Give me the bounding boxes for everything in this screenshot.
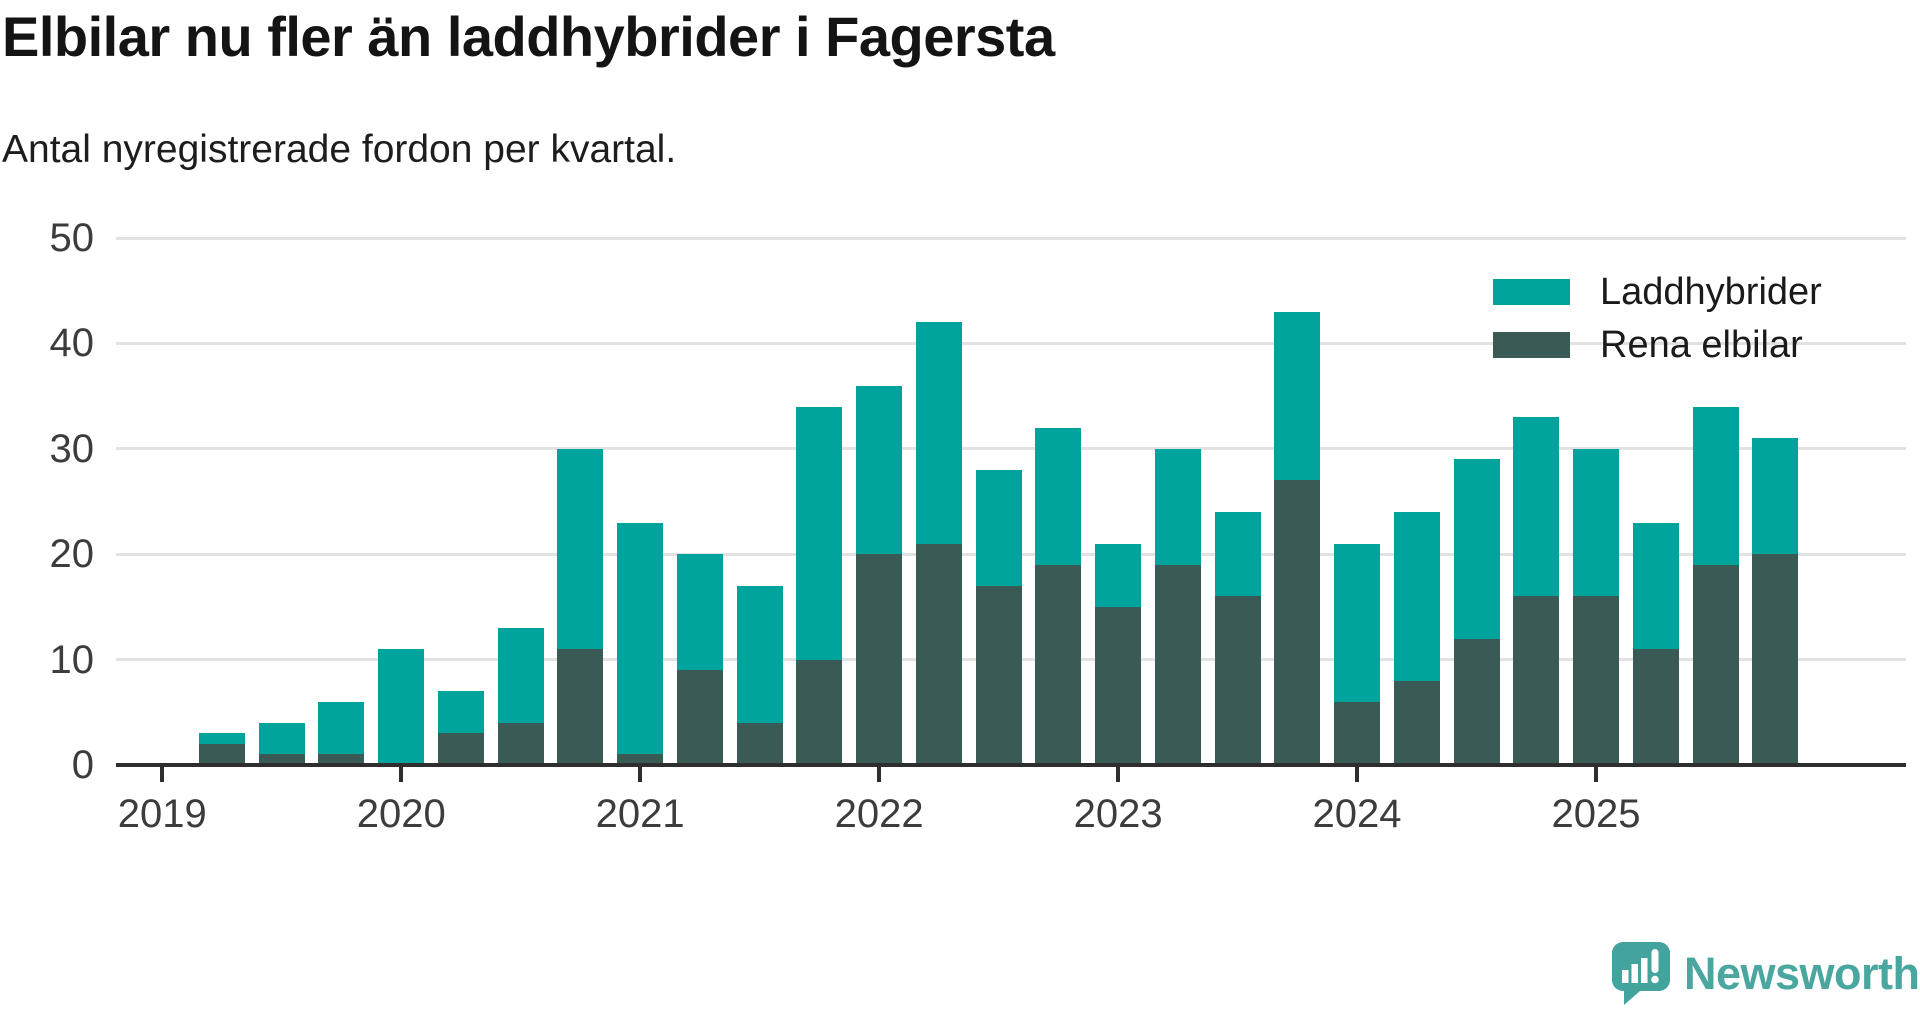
x-axis-year-label-2019: 2019	[62, 792, 262, 836]
y-gridline-30	[116, 447, 1906, 450]
bar-segment-laddhybrider	[438, 691, 484, 733]
newsworthy-logo: Newsworthy	[1612, 942, 1920, 1005]
bar-segment-rena-elbilar	[1095, 607, 1141, 765]
x-axis-line	[116, 763, 1906, 767]
x-axis-tick-2021	[638, 767, 642, 782]
page-subtitle: Antal nyregistrerade fordon per kvartal.	[2, 128, 676, 172]
bar-segment-rena-elbilar	[1693, 565, 1739, 765]
y-axis-label-20: 20	[0, 530, 94, 578]
y-axis-label-30: 30	[0, 425, 94, 473]
chart-canvas: Elbilar nu fler än laddhybrider i Fagers…	[0, 0, 1920, 1010]
bar-segment-rena-elbilar	[1334, 702, 1380, 765]
bar-segment-rena-elbilar	[737, 723, 783, 765]
legend-item-rena-elbilar: Rena elbilar	[1493, 332, 1822, 358]
bar-segment-laddhybrider	[617, 523, 663, 755]
x-axis-year-label-2025: 2025	[1496, 792, 1696, 836]
bar-segment-rena-elbilar	[1274, 480, 1320, 765]
bar-segment-rena-elbilar	[677, 670, 723, 765]
bar-segment-laddhybrider	[259, 723, 305, 755]
page-title: Elbilar nu fler än laddhybrider i Fagers…	[2, 4, 1055, 69]
bar-segment-laddhybrider	[1215, 512, 1261, 596]
bar-segment-laddhybrider	[976, 470, 1022, 586]
bar-segment-laddhybrider	[1513, 417, 1559, 596]
bar-segment-laddhybrider	[557, 449, 603, 649]
bar-segment-rena-elbilar	[1513, 596, 1559, 765]
bar-segment-rena-elbilar	[1215, 596, 1261, 765]
bar-segment-rena-elbilar	[1035, 565, 1081, 765]
bar-segment-laddhybrider	[856, 386, 902, 555]
x-axis-year-label-2023: 2023	[1018, 792, 1218, 836]
bar-segment-laddhybrider	[1334, 544, 1380, 702]
bar-segment-rena-elbilar	[498, 723, 544, 765]
bar-segment-rena-elbilar	[1573, 596, 1619, 765]
legend-item-laddhybrider: Laddhybrider	[1493, 279, 1822, 305]
bar-segment-rena-elbilar	[1752, 554, 1798, 765]
y-axis-label-10: 10	[0, 636, 94, 684]
x-axis-tick-2019	[160, 767, 164, 782]
bar-segment-rena-elbilar	[916, 544, 962, 765]
bar-segment-rena-elbilar	[557, 649, 603, 765]
legend-label-rena-elbilar: Rena elbilar	[1600, 324, 1803, 367]
y-axis-label-40: 40	[0, 319, 94, 367]
bar-segment-rena-elbilar	[1394, 681, 1440, 765]
legend-label-laddhybrider: Laddhybrider	[1600, 271, 1822, 314]
legend-swatch-laddhybrider	[1493, 279, 1570, 305]
x-axis-year-label-2021: 2021	[540, 792, 740, 836]
bar-segment-laddhybrider	[378, 649, 424, 765]
bar-segment-laddhybrider	[1633, 523, 1679, 649]
x-axis-tick-2024	[1355, 767, 1359, 782]
bar-segment-laddhybrider	[1573, 449, 1619, 597]
bar-segment-rena-elbilar	[1155, 565, 1201, 765]
bar-segment-laddhybrider	[1693, 407, 1739, 565]
logo-speech-bubble-icon	[1612, 942, 1670, 1005]
legend: Laddhybrider Rena elbilar	[1493, 279, 1822, 385]
bar-segment-laddhybrider	[199, 733, 245, 744]
y-gridline-50	[116, 237, 1906, 240]
bar-segment-laddhybrider	[677, 554, 723, 670]
bar-segment-laddhybrider	[916, 322, 962, 543]
bar-segment-laddhybrider	[1752, 438, 1798, 554]
bar-segment-laddhybrider	[1155, 449, 1201, 565]
bar-segment-rena-elbilar	[976, 586, 1022, 765]
bar-segment-laddhybrider	[1394, 512, 1440, 681]
bar-segment-laddhybrider	[1274, 312, 1320, 481]
bar-segment-rena-elbilar	[1454, 639, 1500, 765]
x-axis-year-label-2020: 2020	[301, 792, 501, 836]
bar-segment-rena-elbilar	[856, 554, 902, 765]
bar-segment-laddhybrider	[498, 628, 544, 723]
bar-segment-laddhybrider	[1035, 428, 1081, 565]
bar-segment-rena-elbilar	[1633, 649, 1679, 765]
x-axis-tick-2025	[1594, 767, 1598, 782]
x-axis-tick-2022	[877, 767, 881, 782]
bar-segment-laddhybrider	[796, 407, 842, 660]
logo-wordmark: Newsworthy	[1684, 944, 1920, 1004]
y-axis-label-0: 0	[0, 741, 94, 789]
x-axis-year-label-2022: 2022	[779, 792, 979, 836]
bar-segment-laddhybrider	[1095, 544, 1141, 607]
x-axis-tick-2020	[399, 767, 403, 782]
bar-segment-laddhybrider	[737, 586, 783, 723]
y-axis-label-50: 50	[0, 214, 94, 262]
bar-segment-laddhybrider	[318, 702, 364, 755]
bar-segment-rena-elbilar	[438, 733, 484, 765]
x-axis-tick-2023	[1116, 767, 1120, 782]
bar-segment-laddhybrider	[1454, 459, 1500, 638]
bar-segment-rena-elbilar	[199, 744, 245, 765]
x-axis-year-label-2024: 2024	[1257, 792, 1457, 836]
bar-segment-rena-elbilar	[796, 660, 842, 765]
legend-swatch-rena-elbilar	[1493, 332, 1570, 358]
